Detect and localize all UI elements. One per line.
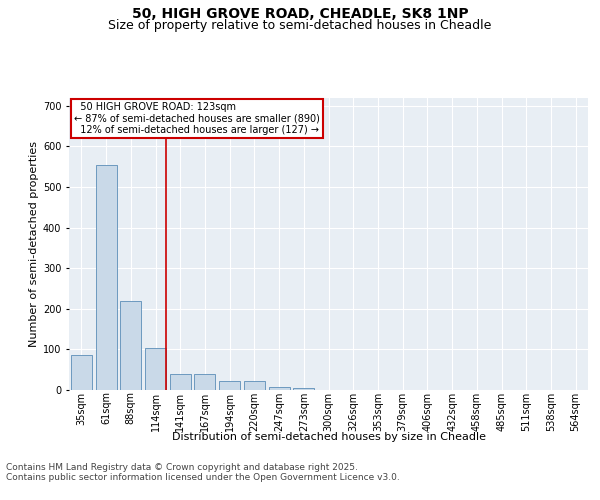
Bar: [194, 374, 215, 390]
Bar: [71, 356, 92, 390]
Bar: [269, 387, 290, 390]
Text: 50 HIGH GROVE ROAD: 123sqm
← 87% of semi-detached houses are smaller (890)
  12%: 50 HIGH GROVE ROAD: 123sqm ← 87% of semi…: [74, 102, 320, 135]
Bar: [95, 164, 116, 390]
Text: Distribution of semi-detached houses by size in Cheadle: Distribution of semi-detached houses by …: [172, 432, 486, 442]
Text: 50, HIGH GROVE ROAD, CHEADLE, SK8 1NP: 50, HIGH GROVE ROAD, CHEADLE, SK8 1NP: [131, 8, 469, 22]
Bar: [219, 381, 240, 390]
Bar: [120, 300, 141, 390]
Text: Size of property relative to semi-detached houses in Cheadle: Size of property relative to semi-detach…: [109, 19, 491, 32]
Bar: [170, 374, 191, 390]
Bar: [293, 388, 314, 390]
Y-axis label: Number of semi-detached properties: Number of semi-detached properties: [29, 141, 38, 347]
Text: Contains HM Land Registry data © Crown copyright and database right 2025.
Contai: Contains HM Land Registry data © Crown c…: [6, 462, 400, 482]
Bar: [244, 381, 265, 390]
Bar: [145, 348, 166, 390]
